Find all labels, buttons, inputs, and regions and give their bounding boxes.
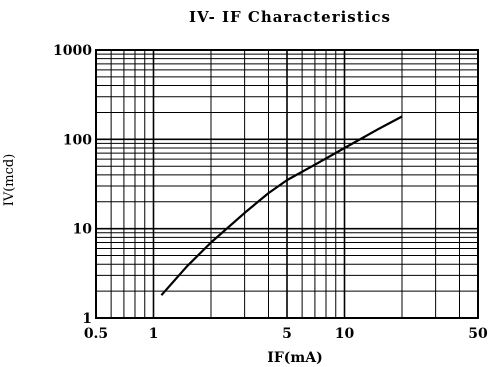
y-tick-label: 1000	[53, 43, 92, 59]
chart-title: IV- IF Characteristics	[189, 8, 391, 26]
x-axis-label: IF(mA)	[267, 350, 322, 366]
y-tick-label: 1	[82, 311, 92, 327]
y-tick-label: 10	[73, 222, 93, 238]
y-tick-label: 100	[63, 132, 92, 148]
y-axis-label: IV(mcd)	[2, 154, 17, 207]
grid	[96, 50, 478, 318]
series-line	[160, 115, 403, 296]
x-tick-label: 1	[149, 326, 159, 342]
x-tick-label: 0.5	[84, 326, 108, 342]
x-tick-label: 10	[335, 326, 355, 342]
plot-frame	[95, 49, 479, 319]
x-tick-label: 5	[282, 326, 292, 342]
series-layer	[160, 115, 403, 296]
x-tick-label: 50	[468, 326, 488, 342]
